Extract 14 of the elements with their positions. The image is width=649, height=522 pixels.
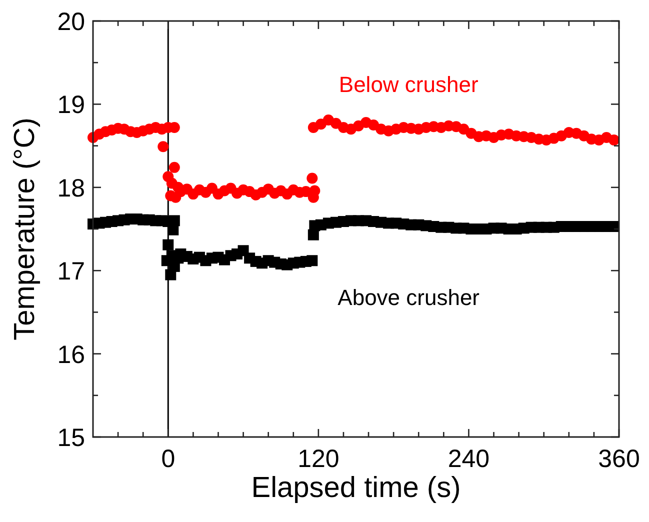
- x-tick-label: 360: [598, 445, 640, 473]
- x-tick-label: 240: [448, 445, 490, 473]
- x-axis-title: Elapsed time (s): [251, 472, 461, 504]
- y-tick-label: 19: [57, 91, 85, 120]
- x-tick-label: 120: [298, 445, 340, 473]
- series-label: Above crusher: [338, 284, 480, 310]
- y-tick-label: 16: [57, 340, 85, 369]
- y-tick-label: 17: [57, 258, 85, 286]
- y-tick-label: 15: [57, 424, 85, 452]
- series-label: Below crusher: [338, 72, 478, 98]
- y-tick-label: 20: [57, 8, 85, 36]
- x-tick-label: 0: [161, 445, 176, 473]
- y-tick-label: 18: [57, 174, 85, 202]
- y-axis-title: Temperature (°C): [9, 118, 41, 340]
